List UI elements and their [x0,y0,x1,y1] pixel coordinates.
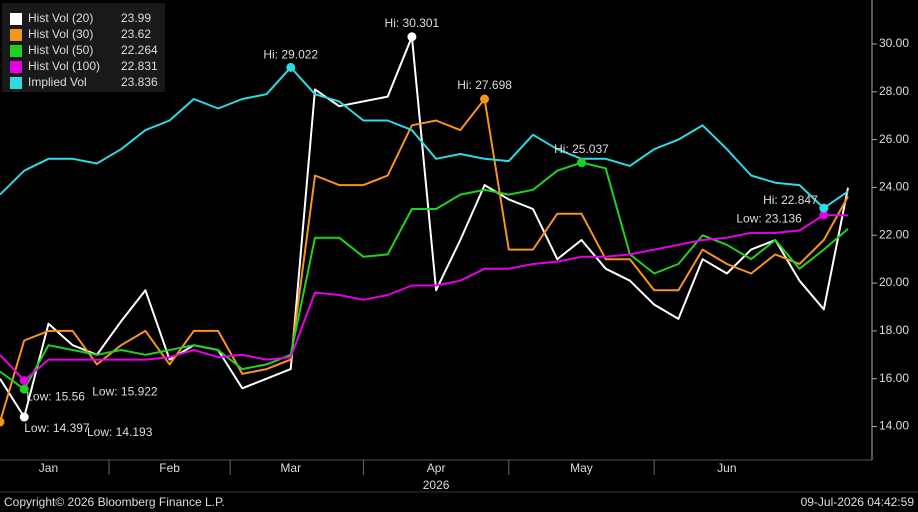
copyright: Copyright© 2026 Bloomberg Finance L.P. [4,495,225,509]
x-tick-label: Jan [39,461,58,475]
x-tick-label: Apr [427,461,446,475]
legend-value: 23.62 [121,27,151,41]
extreme-label: Hi: 27.698 [457,78,512,92]
timestamp: 09-Jul-2026 04:42:59 [801,495,915,509]
extreme-marker [480,94,490,104]
extreme-marker [819,203,829,213]
extreme-label: Hi: 30.301 [385,16,440,30]
x-tick-label: Mar [280,461,301,475]
y-tick-label: 28.00 [879,84,909,98]
x-tick-label: Jun [717,461,736,475]
y-tick-label: 24.00 [879,180,909,194]
y-tick-label: 18.00 [879,323,909,337]
extreme-marker [819,210,829,220]
extreme-marker [407,32,417,42]
extreme-marker [19,412,29,422]
extreme-label: Low: 15.56 [26,389,85,403]
extreme-marker [19,384,29,394]
extreme-label: Hi: 25.037 [554,142,609,156]
extreme-label: Low: 14.397 [24,421,90,435]
legend-label: Hist Vol (100) [28,59,100,73]
extreme-marker [19,376,29,386]
legend-value: 22.264 [121,43,158,57]
extreme-label: Low: 15.922 [92,385,158,399]
series-line [0,214,849,382]
extreme-label: Hi: 29.022 [263,48,318,62]
y-tick-label: 26.00 [879,132,909,146]
legend-label: Hist Vol (20) [28,11,93,25]
legend-value: 22.831 [121,59,158,73]
legend-box [2,3,165,92]
y-tick-label: 20.00 [879,275,909,289]
extreme-marker [576,158,586,168]
extreme-label: Low: 14.193 [87,425,153,439]
legend-swatch [10,77,22,89]
legend-value: 23.99 [121,11,151,25]
series-line [0,66,849,210]
y-tick-label: 14.00 [879,419,909,433]
legend-value: 23.836 [121,75,158,89]
legend-label: Hist Vol (30) [28,27,93,41]
year-label: 2026 [423,478,450,492]
extreme-label: Low: 23.136 [736,211,802,225]
legend-swatch [10,29,22,41]
extreme-label: Hi: 22.847 [763,193,818,207]
legend-swatch [10,45,22,57]
y-tick-label: 22.00 [879,227,909,241]
y-tick-label: 16.00 [879,371,909,385]
y-tick-label: 30.00 [879,36,909,50]
series-line [0,98,849,423]
legend: Hist Vol (20) 23.99 Hist Vol (30) 23.62 Hist… [2,3,165,92]
legend-swatch [10,61,22,73]
legend-label: Hist Vol (50) [28,43,93,57]
legend-label: Implied Vol [28,75,87,89]
x-tick-label: May [570,461,593,475]
legend-swatch [10,13,22,25]
extreme-marker [0,417,5,427]
x-tick-label: Feb [159,461,180,475]
series-line [0,35,849,418]
extreme-marker [286,62,296,72]
series-line [0,161,849,391]
